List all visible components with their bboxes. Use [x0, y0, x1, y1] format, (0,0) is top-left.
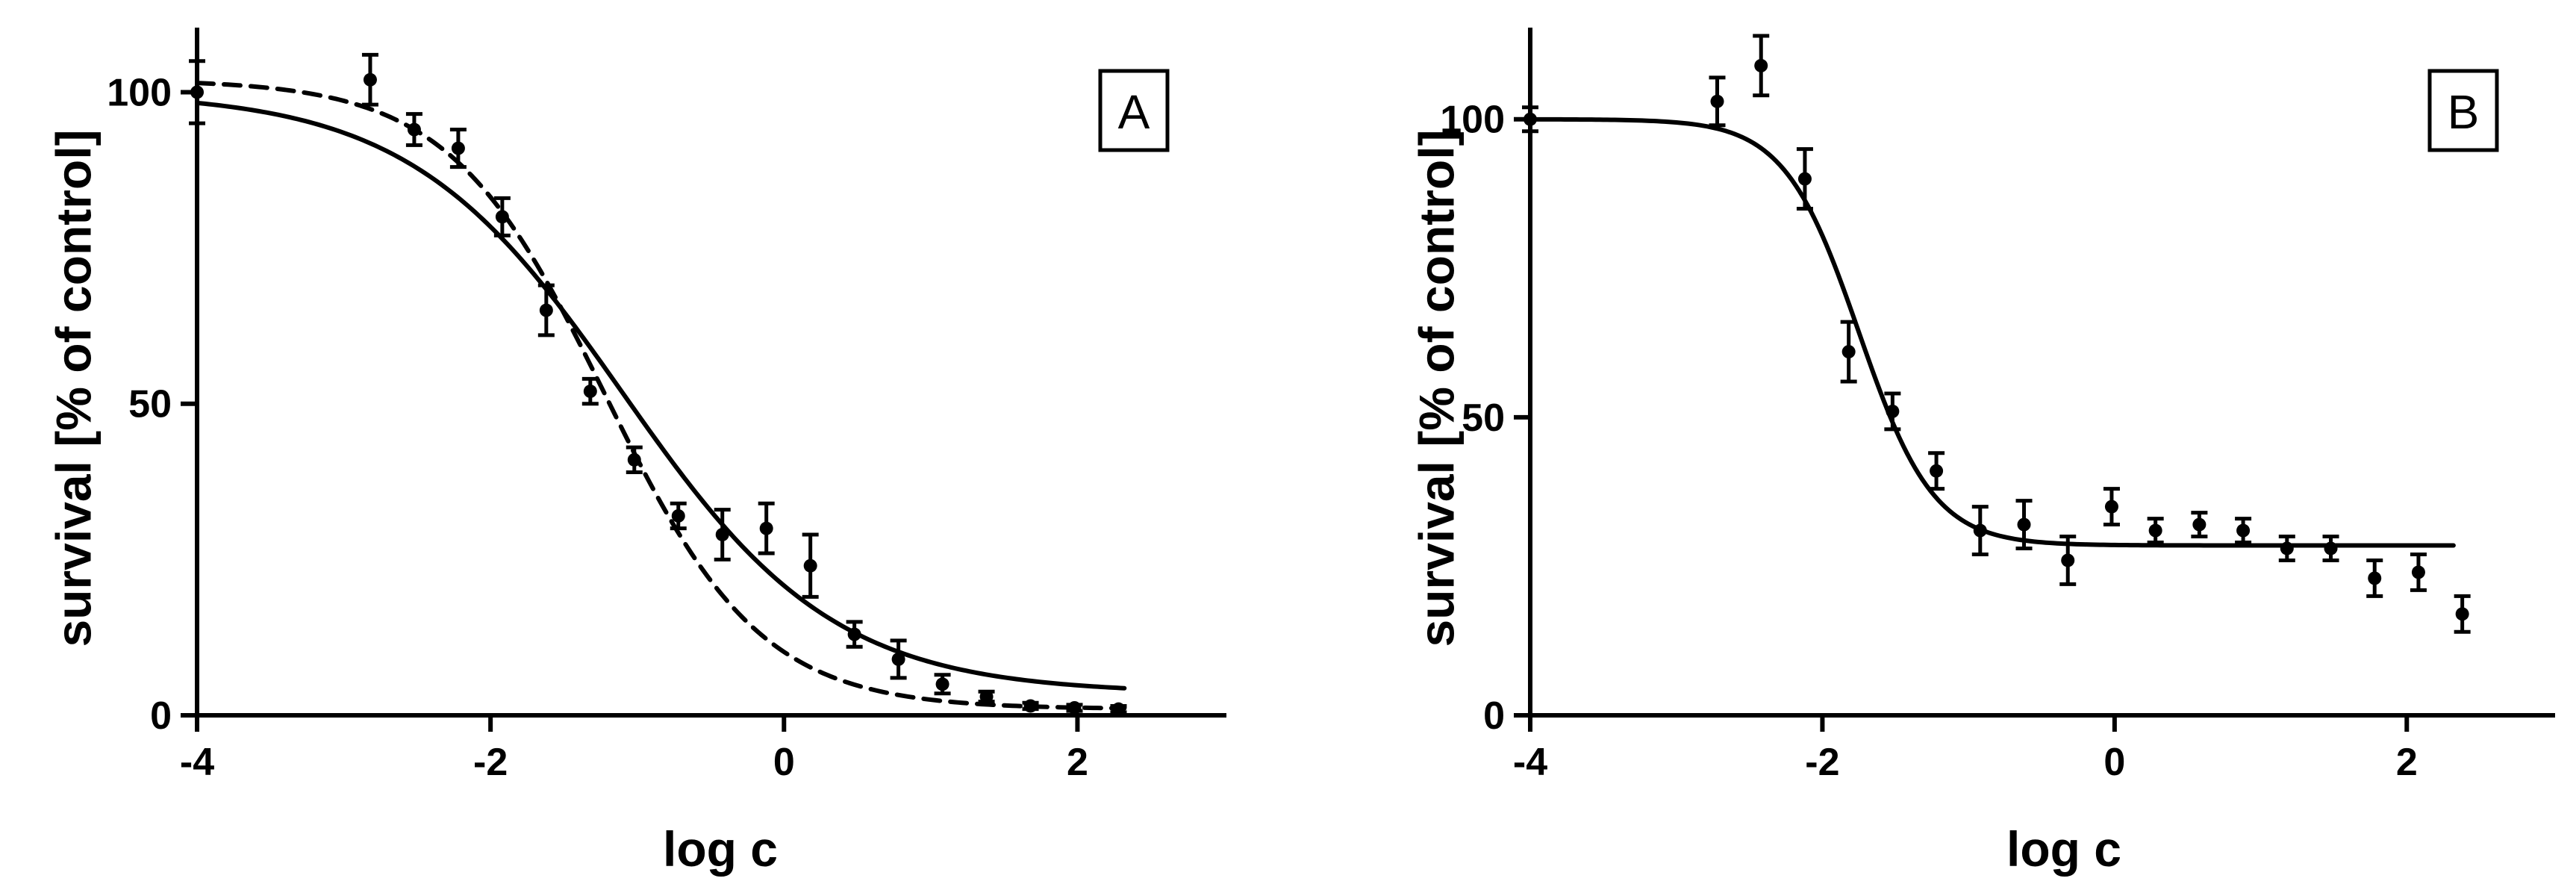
panel-a-label-box — [1098, 69, 1170, 152]
panel-b-data-point — [2148, 523, 2162, 538]
panel-b-x-tick-label: -4 — [1513, 741, 1547, 784]
panel-b-y-axis-title: survival [% of control] — [1409, 129, 1464, 647]
panel-a-data-point — [1111, 702, 1126, 716]
panel-a-x-tick-label: -4 — [180, 741, 214, 784]
panel-a-data-point — [671, 508, 685, 523]
panel-a-data-point — [451, 141, 465, 155]
panel-b-data-point — [2411, 565, 2425, 579]
panel-b-label: B — [2448, 85, 2480, 139]
panel-a-x-tick-label: -2 — [473, 741, 508, 784]
panel-b-y-tick-label: 100 — [1440, 99, 1505, 142]
panel-b-data-point — [2017, 517, 2031, 532]
panel-a-data-point — [363, 72, 377, 87]
panel-b-label-box — [2427, 69, 2499, 152]
panel-b-fit-curve-solid — [1528, 116, 2456, 548]
panel-b-data-point — [2192, 517, 2207, 532]
panel-b-x-tick-label: -2 — [1805, 741, 1839, 784]
panel-b-data-point — [1973, 523, 1987, 538]
panel-a-y-axis-title: survival [% of control] — [46, 129, 101, 647]
panel-a-data-point — [891, 652, 905, 666]
panel-a-data-point — [979, 689, 994, 703]
panel-a-y-tick-label: 50 — [128, 383, 172, 426]
panel-a-x-tick-label: 0 — [773, 741, 795, 784]
panel-b-y-tick-label: 50 — [1462, 396, 1505, 440]
panel-a-data-point — [190, 85, 204, 99]
panel-a-data-point — [407, 122, 421, 137]
panel-a-data-point — [759, 521, 773, 535]
panel-a-fit-curve-dashed — [195, 81, 1127, 711]
panel-b-data-point — [2280, 541, 2294, 556]
panel-b-data-point — [1886, 404, 1900, 418]
panel-b-data-point — [1710, 94, 1724, 108]
panel-a-data-point — [935, 677, 949, 691]
panel-b-y-tick-label: 0 — [1483, 694, 1505, 738]
panel-a-y-tick-label: 0 — [150, 694, 172, 738]
panel-a: survival [% of control] log c A -4 -2 0 2 0 5… — [46, 28, 1226, 877]
panel-b-data-point — [2104, 500, 2118, 514]
panel-b-data-point — [1754, 58, 1768, 72]
panel-a-label: A — [1118, 85, 1150, 139]
panel-a-data-point — [495, 210, 509, 224]
panel-a-x-axis-title: log c — [663, 821, 778, 877]
panel-b-data-point — [1524, 112, 1537, 126]
panel-b-data-point — [2368, 571, 2382, 585]
panel-a-data-point — [539, 303, 553, 317]
panel-b-x-axis-title: log c — [2006, 821, 2121, 877]
panel-a-x-tick-label: 2 — [1067, 741, 1088, 784]
panel-a-y-tick-label: 100 — [107, 71, 172, 114]
panel-b-data-point — [1797, 172, 1812, 186]
panel-b-data-point — [2061, 553, 2075, 567]
panel-b-data-point — [2455, 607, 2469, 621]
panel-b-data-point — [1930, 464, 1944, 478]
panel-b: survival [% of control] log c B -4 -2 0 2 0 5… — [1409, 28, 2555, 877]
panel-a-data-point — [803, 559, 817, 573]
panel-b-data-point — [2324, 541, 2338, 556]
panel-b-x-tick-label: 2 — [2396, 741, 2418, 784]
panel-a-data-point — [1023, 699, 1038, 713]
panel-a-fit-curve-solid — [195, 100, 1127, 691]
panel-a-data-point — [583, 385, 597, 399]
panel-a-data-point — [1067, 700, 1082, 715]
panel-a-data-point — [627, 452, 641, 467]
panel-b-data-point — [2236, 523, 2251, 538]
panel-b-data-point — [1841, 345, 1856, 359]
panel-b-x-tick-label: 0 — [2103, 741, 2125, 784]
